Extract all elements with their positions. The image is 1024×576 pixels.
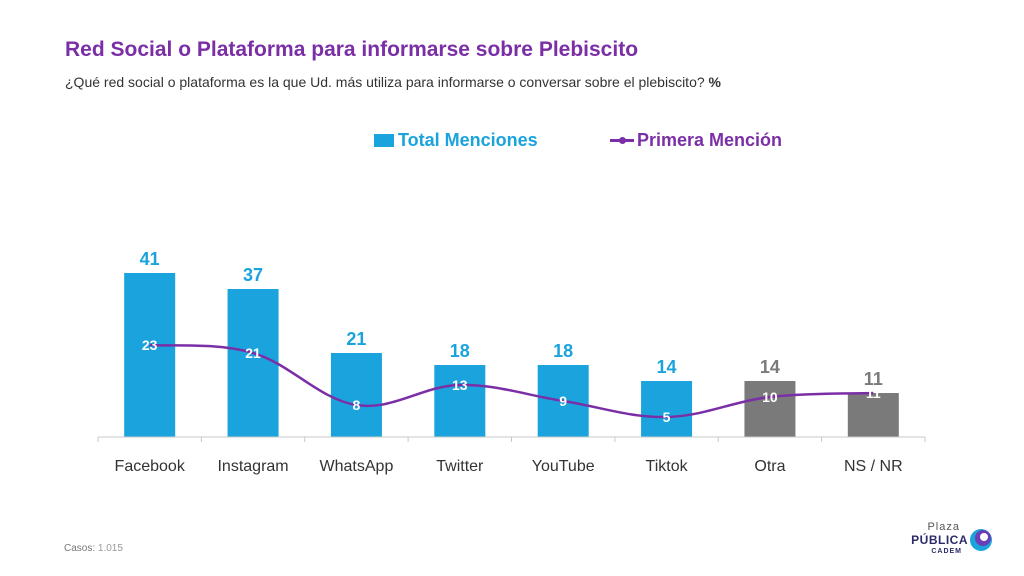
bar-5	[641, 381, 693, 437]
bar-6	[744, 381, 796, 437]
chart-subtitle: ¿Qué red social o plataforma es la que U…	[65, 74, 721, 90]
line-value-label-0: 23	[142, 337, 158, 353]
category-label-6: Otra	[754, 458, 785, 475]
logo-text-cadem: CADEM	[931, 548, 962, 555]
primera-mencion-line	[149, 343, 874, 419]
line-value-label-4: 9	[559, 393, 567, 409]
bar-value-label-3: 18	[450, 341, 470, 361]
plaza-publica-logo: Plaza PÚBLICA CADEM	[898, 521, 998, 561]
bar-value-label-0: 41	[140, 249, 160, 269]
line-value-label-3: 13	[452, 377, 468, 393]
category-label-3: Twitter	[436, 458, 484, 475]
casos-label: Casos:	[64, 543, 96, 554]
bar-value-label-5: 14	[657, 357, 677, 377]
category-label-2: WhatsApp	[320, 458, 394, 475]
bar-value-label-7: 11	[864, 369, 883, 389]
bar-7	[847, 393, 899, 437]
line-value-label-5: 5	[663, 409, 671, 425]
legend-first-label: Primera Mención	[637, 130, 783, 150]
subtitle-question: ¿Qué red social o plataforma es la que U…	[65, 74, 705, 90]
logo-text-plaza: Plaza	[927, 521, 960, 533]
legend-total-menciones: Total Menciones	[374, 130, 538, 151]
footer-casos: Casos: 1.015	[64, 543, 123, 554]
line-value-label-1: 21	[245, 345, 261, 361]
line-value-label-7: 11	[866, 385, 881, 401]
legend-total-label: Total Menciones	[398, 130, 538, 150]
legend-primera-mencion: Primera Mención	[610, 130, 782, 151]
bar-0	[124, 273, 176, 437]
logo-icon	[970, 529, 992, 551]
category-label-0: Facebook	[115, 458, 186, 475]
bar-3	[434, 365, 486, 437]
line-value-label-6: 10	[762, 389, 778, 405]
bar-value-label-6: 14	[760, 357, 780, 377]
bar-value-label-2: 21	[346, 329, 366, 349]
bar-2	[330, 353, 382, 437]
bar-value-label-4: 18	[553, 341, 573, 361]
subtitle-unit: %	[708, 74, 721, 90]
casos-value: 1.015	[97, 543, 123, 554]
category-label-4: YouTube	[532, 458, 595, 475]
legend-bar-swatch	[374, 134, 394, 147]
bar-1	[227, 289, 279, 437]
legend-line-swatch	[610, 137, 634, 144]
bar-value-label-1: 37	[243, 265, 263, 285]
line-value-label-2: 8	[353, 397, 361, 413]
category-label-1: Instagram	[217, 458, 288, 475]
category-label-7: NS / NR	[844, 458, 903, 475]
category-label-5: Tiktok	[646, 458, 689, 475]
logo-text-publica: PÚBLICA	[911, 533, 968, 547]
chart-title: Red Social o Plataforma para informarse …	[65, 38, 639, 61]
